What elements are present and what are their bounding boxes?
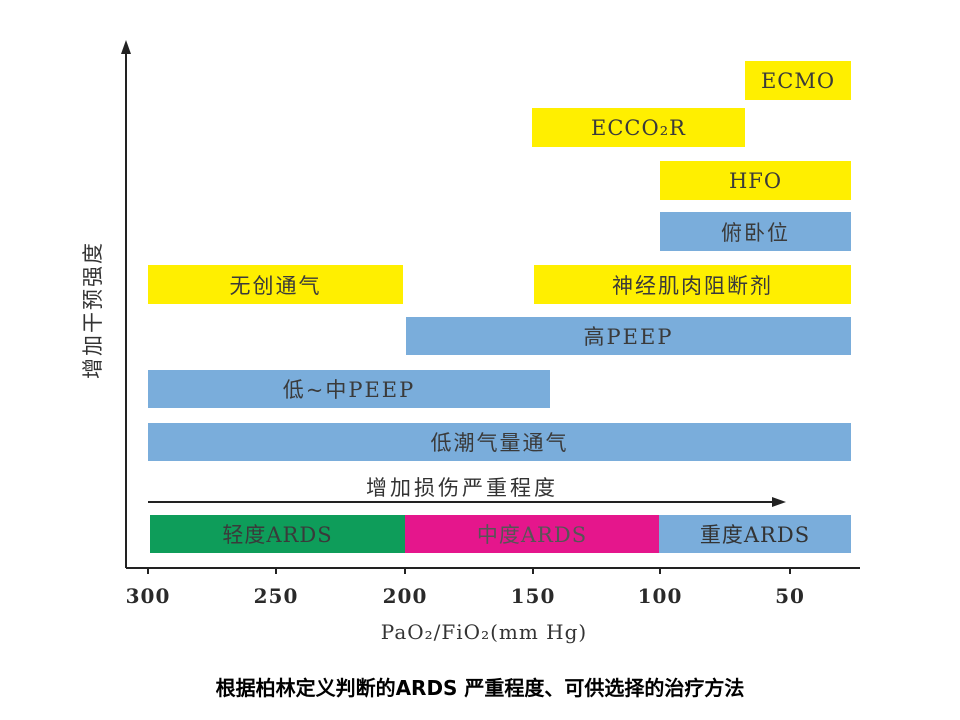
x-tick-label: 300 [125, 584, 171, 608]
treatment-label-low-tidal-volume: 低潮气量通气 [430, 431, 569, 455]
x-tick-label: 250 [253, 584, 299, 608]
treatment-bar-low-tidal-volume: 低潮气量通气 [148, 423, 851, 461]
treatment-bar-hfo: HFO [660, 161, 851, 200]
x-tick-label: 150 [510, 584, 556, 608]
severity-label-severe: 重度ARDS [699, 523, 811, 547]
severity-label-moderate: 中度ARDS [476, 523, 588, 547]
y-axis-label: 增加干预强度 [81, 241, 105, 379]
severity-arrowhead [772, 497, 786, 507]
severity-label-mild: 轻度ARDS [222, 523, 333, 547]
x-tick-marks [147, 568, 791, 574]
severity-bar-mild: 轻度ARDS [150, 515, 405, 553]
x-tick-label: 100 [637, 584, 683, 608]
treatment-label-ecco2r: ECCO₂R [591, 115, 686, 140]
x-axis-label: PaO₂/FiO₂(mm Hg) [380, 620, 588, 644]
x-tick-label: 50 [775, 584, 805, 608]
treatment-bar-prone-position: 俯卧位 [660, 212, 851, 251]
treatment-bar-noninvasive-ventilation: 无创通气 [148, 265, 403, 304]
treatment-label-noninvasive-ventilation: 无创通气 [229, 273, 322, 298]
treatment-label-neuromuscular-blockade: 神经肌肉阻断剂 [612, 273, 773, 298]
treatment-bar-neuromuscular-blockade: 神经肌肉阻断剂 [534, 265, 851, 304]
severity-arrow-label: 增加损伤严重程度 [366, 476, 558, 500]
treatment-bar-low-moderate-peep: 低~中PEEP [148, 370, 550, 408]
figure-caption: 根据柏林定义判断的ARDS 严重程度、可供选择的治疗方法 [215, 676, 745, 700]
treatment-label-high-peep: 高PEEP [583, 325, 674, 349]
treatment-label-low-moderate-peep: 低~中PEEP [282, 378, 416, 402]
treatment-label-hfo: HFO [728, 168, 783, 193]
treatment-bar-ecco2r: ECCO₂R [532, 108, 745, 147]
severity-bar-severe: 重度ARDS [659, 515, 851, 553]
x-tick-label: 200 [382, 584, 428, 608]
treatment-bar-high-peep: 高PEEP [406, 317, 851, 355]
treatment-label-ecmo: ECMO [760, 68, 836, 93]
y-axis-arrowhead [121, 40, 131, 54]
treatment-bar-ecmo: ECMO [745, 61, 851, 100]
severity-bar-moderate: 中度ARDS [405, 515, 659, 553]
treatment-label-prone-position: 俯卧位 [721, 220, 790, 245]
